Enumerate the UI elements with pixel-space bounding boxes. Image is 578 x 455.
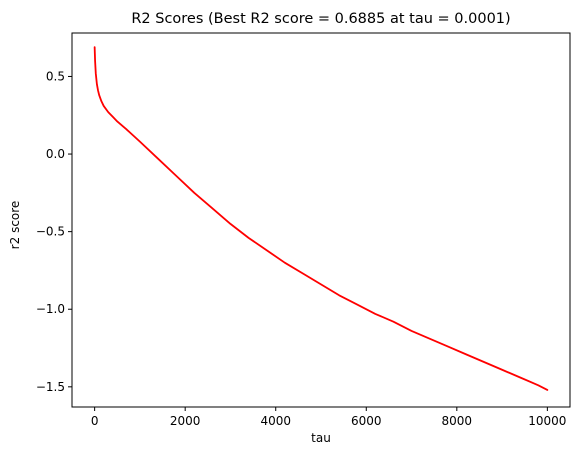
- y-tick-label: 0.5: [46, 69, 65, 83]
- x-tick-label: 4000: [260, 414, 291, 428]
- x-tick-label: 0: [91, 414, 99, 428]
- y-tick-label: 0.0: [46, 147, 65, 161]
- x-tick-label: 2000: [170, 414, 201, 428]
- plot-area-frame: [71, 32, 571, 408]
- x-axis-label: tau: [311, 431, 331, 445]
- r2-score-line: [93, 46, 549, 391]
- x-axis-ticks: 0 2000 4000 6000 8000 10000: [91, 407, 566, 428]
- y-tick-label: −1.5: [36, 380, 65, 394]
- y-axis-ticks: 0.5 0.0 −0.5 −1.0 −1.5: [36, 69, 72, 394]
- y-axis-label: r2 score: [8, 201, 22, 250]
- y-tick-label: −0.5: [36, 225, 65, 239]
- x-tick-label: 8000: [442, 414, 473, 428]
- x-tick-label: 10000: [528, 414, 566, 428]
- y-tick-label: −1.0: [36, 302, 65, 316]
- x-tick-label: 6000: [351, 414, 382, 428]
- chart-title: R2 Scores (Best R2 score = 0.6885 at tau…: [131, 11, 510, 27]
